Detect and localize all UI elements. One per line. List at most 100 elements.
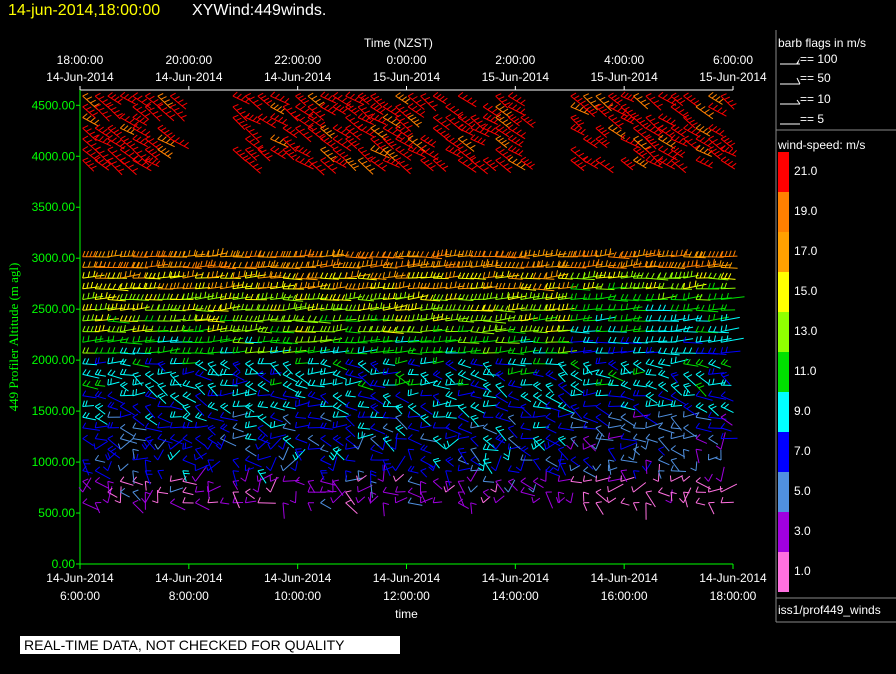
barb-feather [420,480,427,485]
barb-feather [275,281,279,289]
barb-feather [486,282,489,289]
wind-barb [327,456,338,472]
wind-barb [357,431,374,440]
barb-shaft [395,395,409,404]
barb-feather [139,262,144,268]
barb-feather [155,160,161,166]
barb-feather [386,261,390,268]
wind-barb [332,411,348,418]
barb-feather [336,411,339,418]
barb-shaft [583,459,594,470]
barb-feather [315,303,319,310]
barb-feather [593,103,600,108]
barb-feather [257,272,261,279]
barb-feather [573,407,580,411]
wind-barb [182,442,193,450]
barb-feather [307,304,310,311]
barb-feather [350,336,354,343]
barb-feather [160,147,167,153]
barb-feather [97,415,104,420]
wind-barb [370,281,386,290]
barb-feather [433,153,439,158]
barb-feather [502,128,508,133]
barb-feather [110,106,117,111]
wind-barb [595,425,605,438]
barb-feather [97,391,102,397]
wind-barb [195,403,205,417]
barb-feather [548,467,554,473]
barb-shaft [119,463,129,472]
wind-barb [507,325,526,334]
barb-feather [193,314,197,321]
barb-feather [322,359,328,365]
wind-barb [320,325,335,333]
barb-shaft [207,274,225,279]
barb-shaft [458,341,480,344]
wind-barb [245,455,262,468]
barb-shaft [194,467,207,482]
wind-barb [566,439,576,450]
barb-shaft [220,384,238,387]
barb-feather [545,382,552,386]
barb-feather [262,314,266,321]
wind-barb [420,468,428,478]
barb-feather [520,293,523,300]
barb-feather [232,432,235,439]
barb-feather [161,136,167,142]
barb-shaft [220,416,238,422]
wind-barb [595,475,611,482]
barb-feather [326,139,333,145]
barb-shaft [595,433,603,450]
barb-feather [147,391,153,397]
barb-feather [572,251,576,257]
barb-feather [304,293,308,300]
barb-feather [295,113,301,118]
wind-barb [395,432,407,440]
barb-feather [356,270,360,277]
barb-shaft [245,467,255,472]
barb-feather [352,304,357,311]
wind-barb [257,270,282,279]
barb-feather [432,347,436,354]
wind-barb [107,445,121,459]
wind-barb [220,402,231,414]
wind-barb [582,475,593,482]
barb-feather [558,491,565,495]
barb-feather [503,453,510,458]
barb-feather [591,111,598,115]
barb-feather [154,153,161,158]
barb-feather [410,405,417,410]
barb-feather [82,325,86,332]
barb-feather [250,282,253,289]
wind-barb [82,434,94,447]
wind-barb [445,371,455,384]
barb-feather [458,447,465,450]
barb-feather [212,324,215,331]
wind-barb [207,292,225,300]
barb-feather [373,380,378,386]
colorbar-segment [778,232,789,272]
barb-feather [98,325,101,332]
barb-feather [232,361,239,365]
barb-feather [145,135,151,140]
barb-feather [107,347,111,354]
barb-feather [495,358,499,364]
barb-feather [445,411,449,418]
barb-feather [282,283,286,289]
barb-feather [365,128,371,133]
barb-shaft [182,362,198,365]
wind-barb [407,325,423,334]
barb-feather [313,335,316,342]
barb-feather [107,92,113,97]
barb-feather [379,108,386,114]
barb-feather [320,91,326,97]
barb-shaft [245,415,259,418]
barb-feather [457,464,460,471]
barb-feather [520,432,524,439]
barb-feather [235,371,241,377]
barb-shaft [120,491,130,498]
barb-feather [503,163,509,168]
wind-barb [457,455,469,465]
barb-feather [219,282,222,289]
barb-feather [435,411,439,418]
